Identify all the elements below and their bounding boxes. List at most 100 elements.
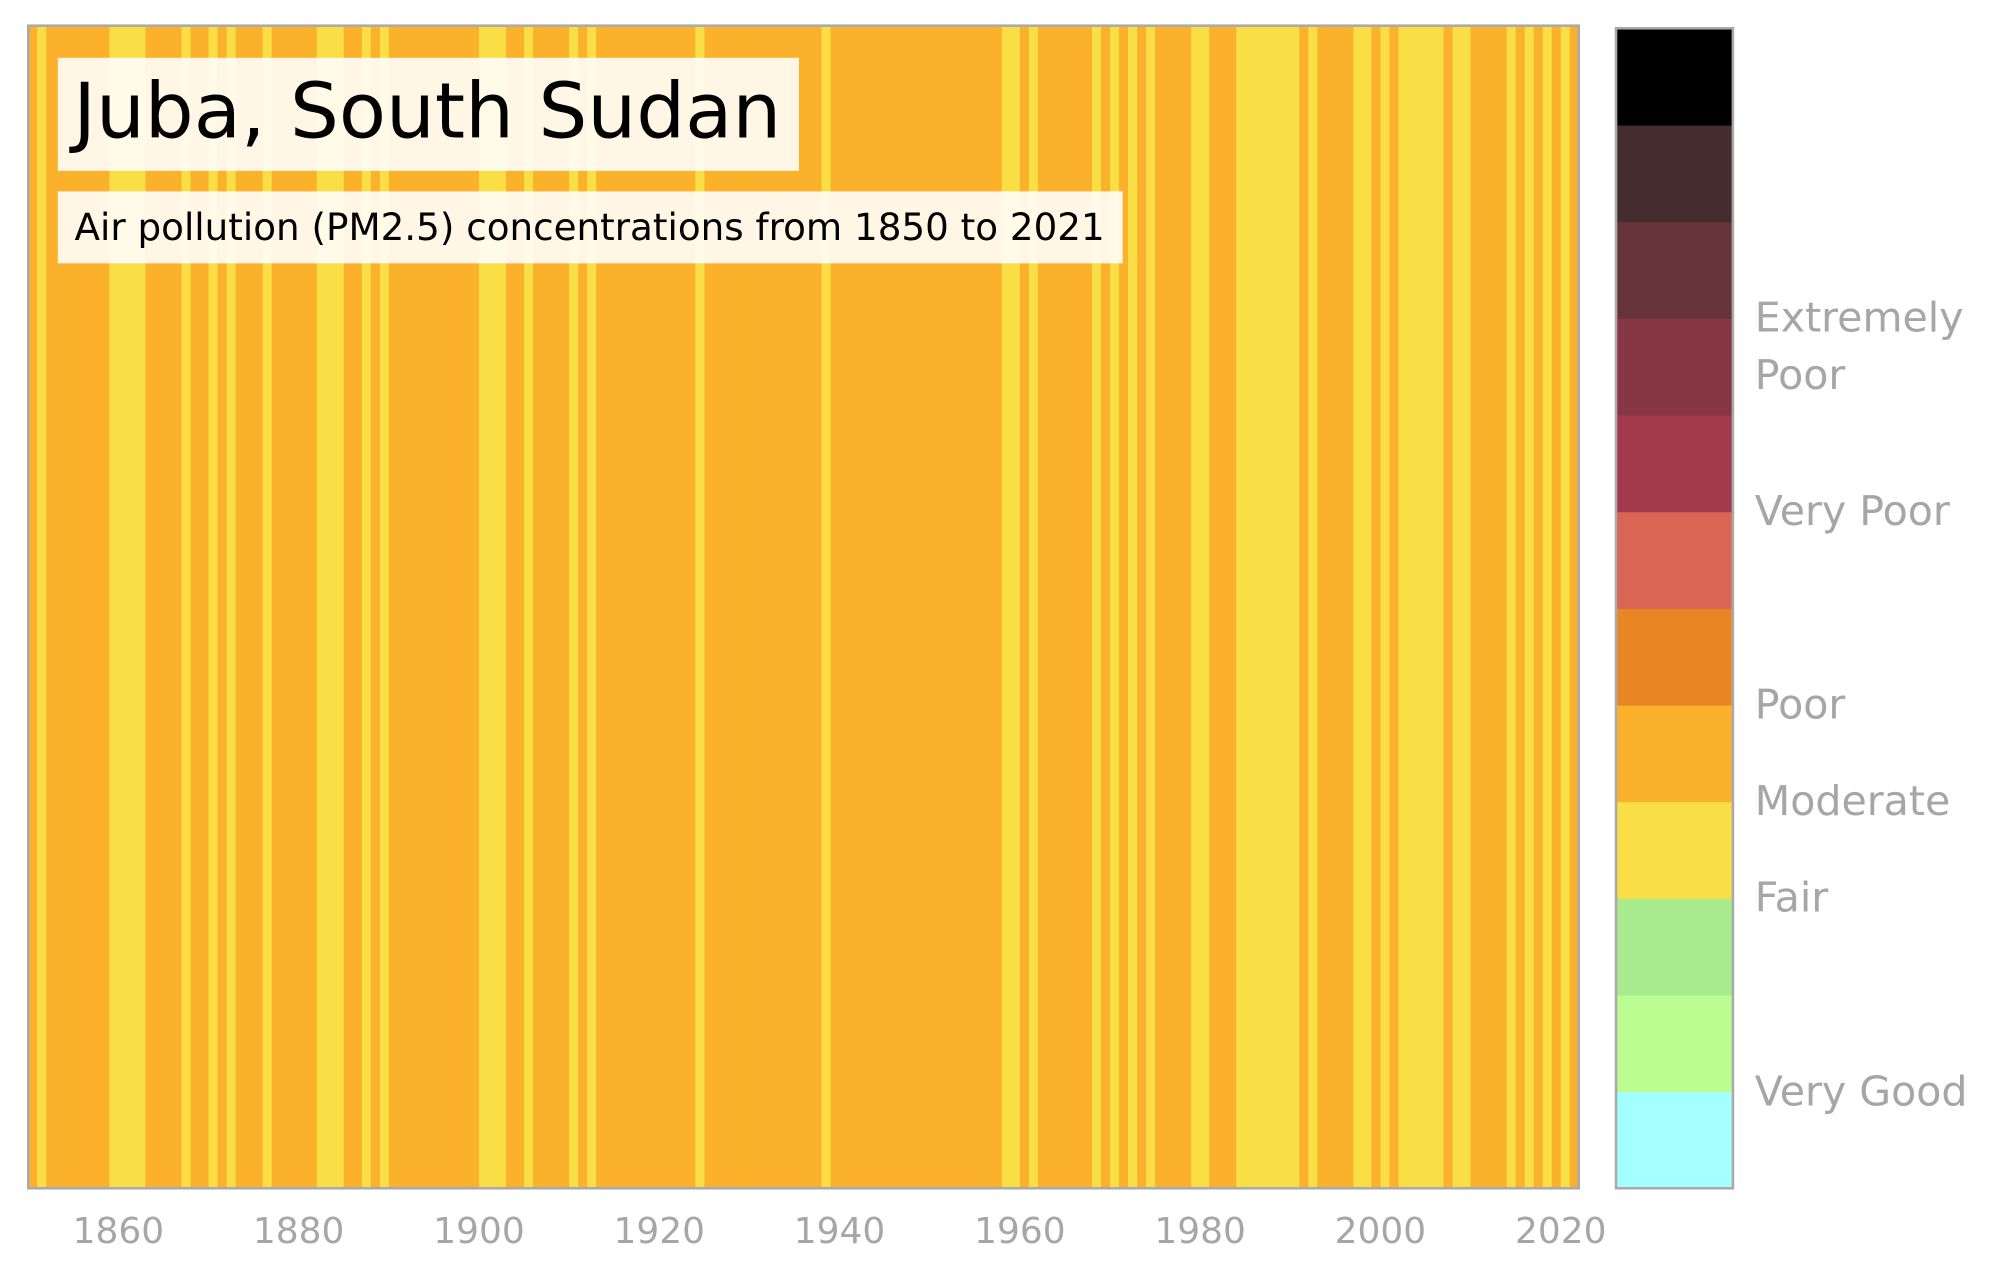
stripe	[145, 25, 156, 1189]
stripe	[605, 25, 615, 1189]
stripe	[524, 25, 534, 1189]
stripe	[55, 25, 66, 1189]
chart-subtitle: Air pollution (PM2.5) concentrations fro…	[57, 191, 1123, 264]
stripe	[1227, 25, 1237, 1189]
stripe	[1055, 25, 1066, 1189]
stripe	[794, 25, 805, 1189]
stripe	[325, 25, 336, 1189]
stripe	[1560, 25, 1571, 1189]
stripe	[776, 25, 787, 1189]
stripe	[668, 25, 679, 1189]
stripe	[1506, 25, 1517, 1189]
colorbar-band	[1616, 1091, 1733, 1189]
stripe	[992, 25, 1003, 1189]
stripe	[433, 25, 444, 1189]
stripe	[1515, 25, 1526, 1189]
stripe	[469, 25, 480, 1189]
stripe	[686, 25, 697, 1189]
colorbar-label: Very Good	[1754, 1066, 1968, 1116]
stripe	[1533, 25, 1544, 1189]
stripe	[848, 25, 859, 1189]
stripe	[1110, 25, 1120, 1189]
stripe	[46, 25, 57, 1189]
stripe	[596, 25, 606, 1189]
stripe	[127, 25, 138, 1189]
stripe	[1497, 25, 1508, 1189]
stripe	[1254, 25, 1265, 1189]
stripe	[118, 25, 129, 1189]
x-tick-label: 1960	[974, 1211, 1066, 1252]
stripe	[1155, 25, 1165, 1189]
stripe	[1542, 25, 1553, 1189]
stripe	[1425, 25, 1436, 1189]
stripe	[190, 25, 201, 1189]
stripe	[1308, 25, 1319, 1189]
stripe	[839, 25, 850, 1189]
x-tick-label: 1920	[614, 1211, 705, 1252]
stripe	[722, 25, 733, 1189]
stripe	[1245, 25, 1256, 1189]
stripe	[1389, 25, 1400, 1189]
stripe	[713, 25, 724, 1189]
stripe	[641, 25, 652, 1189]
stripe	[1569, 25, 1580, 1189]
stripe	[73, 25, 84, 1189]
stripe	[1371, 25, 1382, 1189]
stripe	[244, 25, 255, 1189]
x-tick-label: 1900	[433, 1211, 525, 1252]
stripe	[136, 25, 147, 1189]
stripe	[677, 25, 688, 1189]
stripe	[460, 25, 471, 1189]
stripe	[956, 25, 967, 1189]
stripe	[1344, 25, 1355, 1189]
colorbar-band	[1616, 221, 1733, 319]
stripe	[902, 25, 913, 1189]
stripe	[1290, 25, 1301, 1189]
colorbar-band	[1616, 608, 1733, 706]
colorbar-band	[1616, 801, 1733, 899]
stripe	[758, 25, 769, 1189]
stripe	[623, 25, 634, 1189]
stripe	[1362, 25, 1373, 1189]
stripe	[740, 25, 751, 1189]
stripe	[28, 25, 39, 1189]
stripe	[1028, 25, 1039, 1189]
stripe	[370, 25, 381, 1189]
stripe	[478, 25, 489, 1189]
stripe	[253, 25, 264, 1189]
colorbar-label: Moderate	[1754, 776, 1951, 826]
stripe	[1335, 25, 1346, 1189]
stripe	[199, 25, 210, 1189]
stripe	[1398, 25, 1409, 1189]
stripe	[497, 25, 507, 1189]
stripe	[830, 25, 841, 1189]
stripe	[181, 25, 192, 1189]
stripe	[109, 25, 120, 1189]
stripe	[542, 25, 552, 1189]
stripe	[569, 25, 579, 1189]
stripe	[1082, 25, 1093, 1189]
stripe	[614, 25, 624, 1189]
stripe	[406, 25, 417, 1189]
stripe	[1064, 25, 1075, 1189]
stripe	[1073, 25, 1084, 1189]
stripe	[1137, 25, 1147, 1189]
stripe	[1488, 25, 1499, 1189]
stripe	[488, 25, 498, 1189]
stripe	[1191, 25, 1201, 1189]
stripe	[37, 25, 48, 1189]
stripe	[578, 25, 588, 1189]
stripe	[163, 25, 174, 1189]
stripe	[560, 25, 570, 1189]
stripe	[1209, 25, 1219, 1189]
stripe	[938, 25, 949, 1189]
stripe	[1479, 25, 1490, 1189]
stripe	[1299, 25, 1310, 1189]
stripe	[749, 25, 760, 1189]
stripe	[965, 25, 976, 1189]
stripe	[316, 25, 327, 1189]
stripe	[1001, 25, 1012, 1189]
stripe	[929, 25, 940, 1189]
